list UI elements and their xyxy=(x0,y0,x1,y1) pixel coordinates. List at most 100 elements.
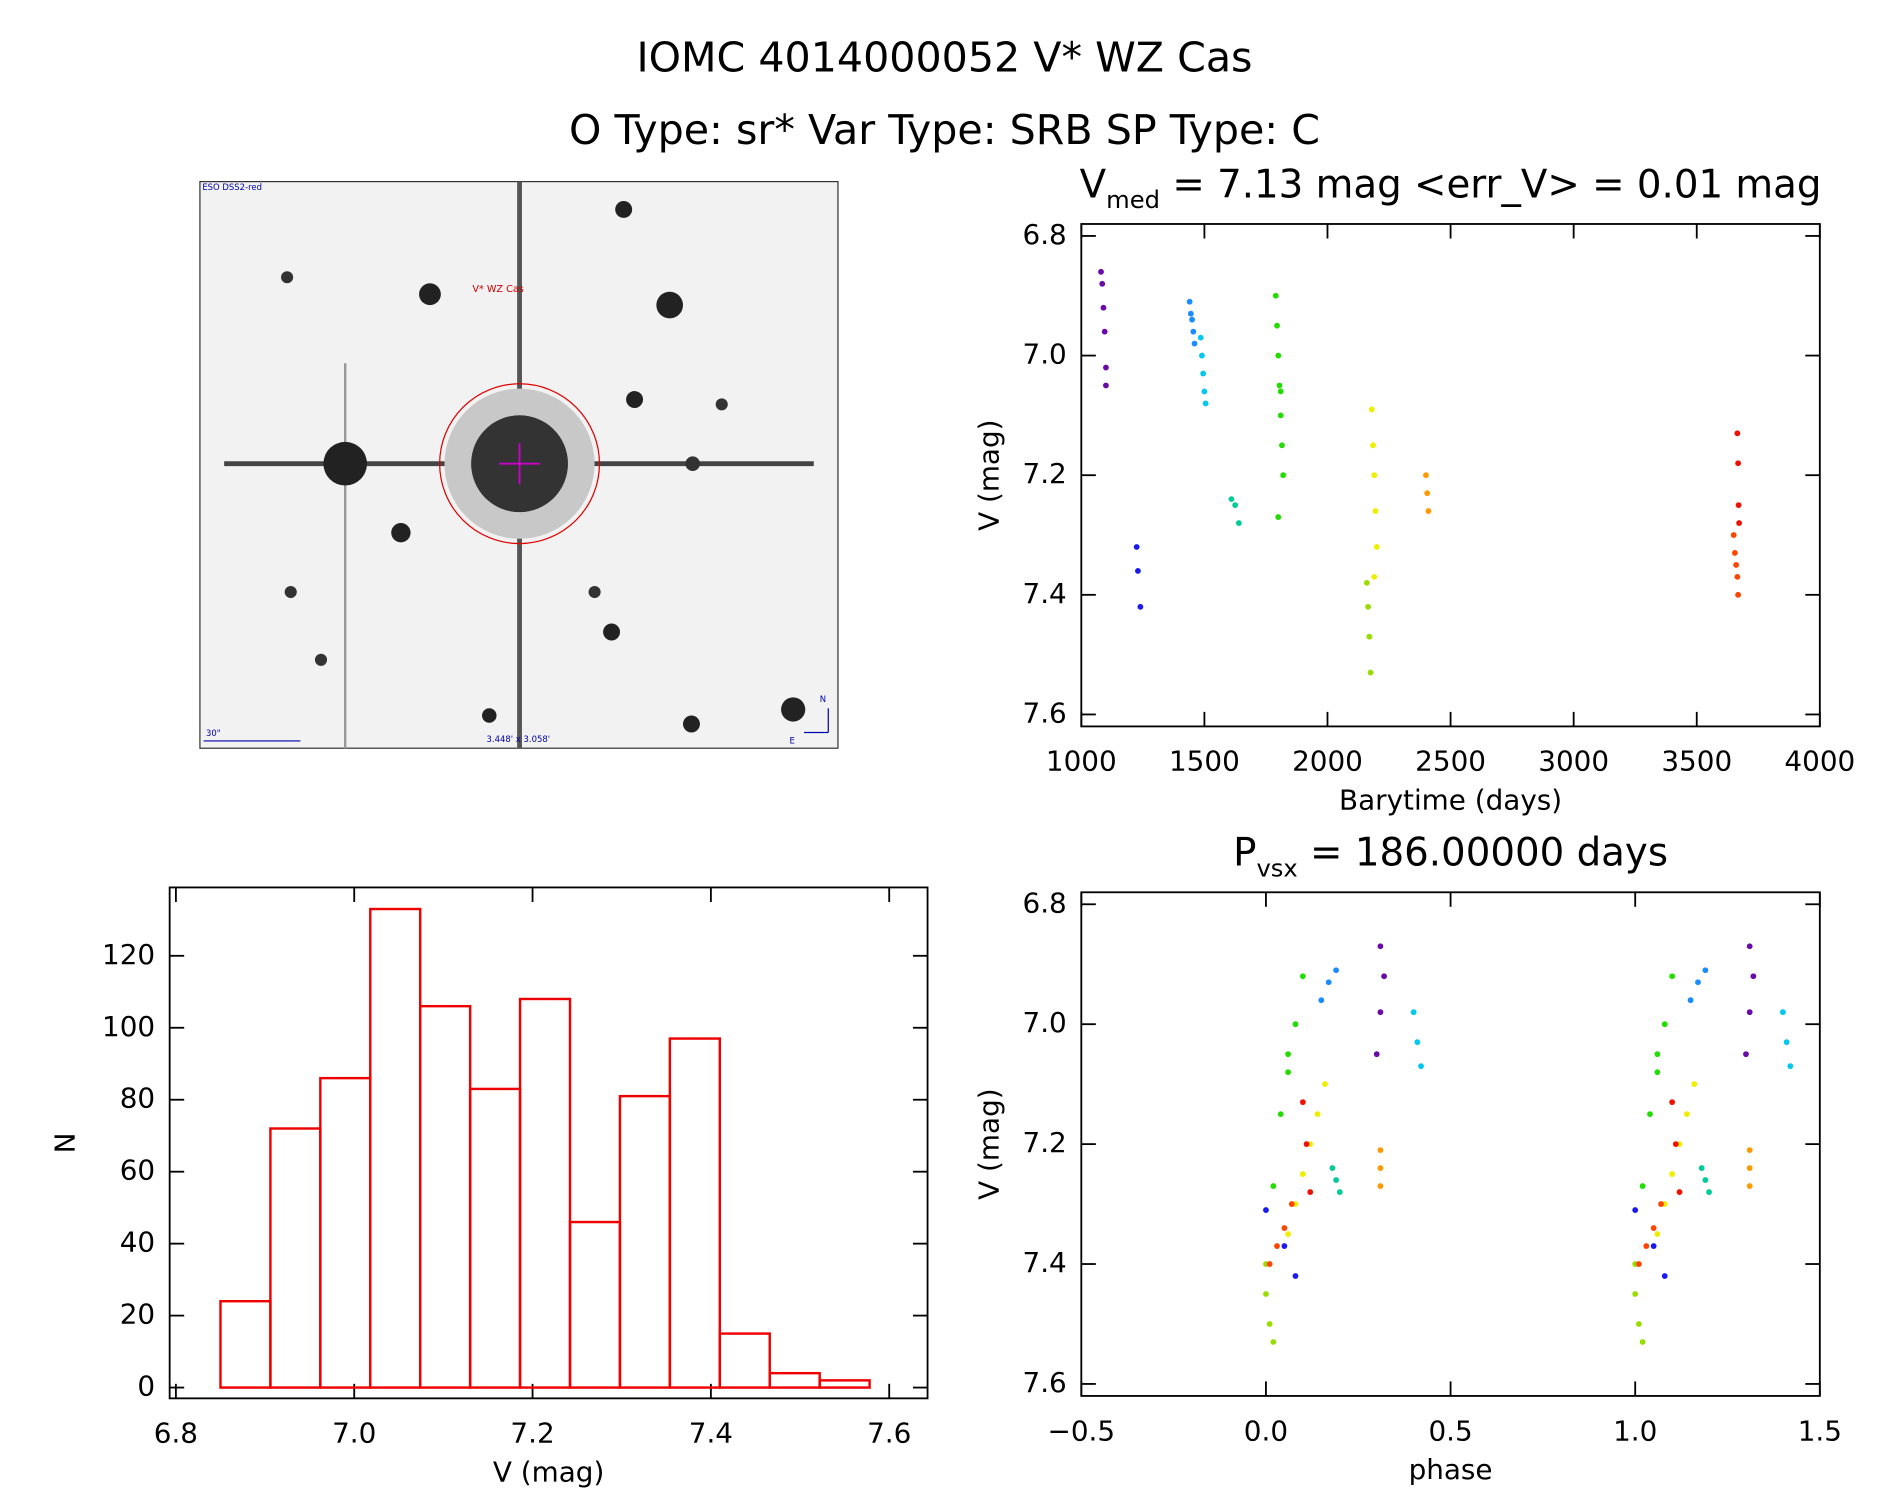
y-tick-label: 7.2 xyxy=(1023,457,1067,490)
point xyxy=(1329,1165,1336,1171)
y-tick-label: 7.0 xyxy=(1023,338,1067,371)
point xyxy=(1100,304,1107,311)
point xyxy=(1643,1243,1650,1249)
chart-title: Vmed = 7.13 mag <err_V> = 0.01 mag xyxy=(1080,162,1822,214)
point xyxy=(1639,1339,1646,1345)
y-tick-label: 80 xyxy=(120,1082,155,1115)
y-tick-label: 100 xyxy=(102,1010,155,1043)
x-tick-label: 1500 xyxy=(1169,745,1240,778)
point xyxy=(1275,514,1282,520)
point xyxy=(1322,1081,1328,1088)
point xyxy=(1307,1189,1314,1195)
point xyxy=(1418,1063,1424,1070)
point xyxy=(1228,496,1235,503)
x-tick-label: 2500 xyxy=(1415,745,1486,778)
plot-frame xyxy=(1080,891,1821,1397)
point xyxy=(1661,1021,1668,1028)
y-tick-label: 0 xyxy=(137,1370,155,1403)
scale-label: 30" xyxy=(206,728,221,738)
point xyxy=(1367,669,1374,676)
point xyxy=(1318,997,1325,1004)
histogram-bar xyxy=(269,1127,322,1389)
point xyxy=(1735,502,1742,509)
point xyxy=(1735,460,1742,467)
point xyxy=(1632,1207,1639,1213)
point xyxy=(1683,1111,1690,1118)
point xyxy=(1103,382,1109,389)
point xyxy=(1377,1183,1384,1189)
point xyxy=(1746,943,1753,950)
point xyxy=(1281,1225,1288,1231)
point xyxy=(1733,562,1740,568)
point xyxy=(1292,1273,1299,1279)
histogram-bar xyxy=(818,1379,871,1389)
point xyxy=(1325,979,1332,986)
point xyxy=(1787,1063,1794,1070)
point xyxy=(1736,520,1742,526)
chart-title-part: V xyxy=(1080,162,1107,207)
point xyxy=(1274,322,1280,329)
point xyxy=(1299,1171,1306,1177)
point xyxy=(1377,1147,1384,1154)
point xyxy=(1303,1141,1310,1148)
point xyxy=(1746,1165,1753,1171)
chart-title-part: med xyxy=(1106,186,1160,214)
point xyxy=(1639,1183,1646,1189)
target-label: V* WZ Cas xyxy=(472,284,524,295)
point xyxy=(1702,1177,1709,1183)
point xyxy=(1270,1183,1277,1189)
histogram-bar xyxy=(618,1094,672,1389)
point xyxy=(1658,1201,1664,1207)
point xyxy=(1299,1099,1306,1106)
x-axis-label: V (mag) xyxy=(493,1455,604,1488)
x-tick-label: 3500 xyxy=(1661,745,1732,778)
x-tick-label: 1.5 xyxy=(1798,1414,1842,1447)
point xyxy=(1650,1243,1657,1249)
point xyxy=(1687,997,1694,1004)
x-tick-label: 6.8 xyxy=(154,1417,198,1450)
point xyxy=(1299,973,1306,980)
chart-title-part: = 7.13 mag <err_V> = 0.01 mag xyxy=(1160,162,1821,207)
point xyxy=(1730,532,1737,538)
point xyxy=(1425,508,1432,514)
x-tick-label: 0.5 xyxy=(1428,1414,1472,1447)
point xyxy=(1285,1069,1292,1076)
y-tick-label: 20 xyxy=(120,1298,155,1331)
plot-frame xyxy=(168,886,929,1400)
point xyxy=(1702,967,1709,974)
point xyxy=(1274,1243,1280,1249)
x-tick-label: 7.2 xyxy=(510,1417,554,1450)
histogram-bar xyxy=(668,1037,722,1389)
y-tick-label: 40 xyxy=(120,1226,155,1259)
histogram-bar xyxy=(219,1299,272,1389)
point xyxy=(1266,1261,1273,1267)
x-tick-label: 7.6 xyxy=(867,1417,911,1450)
point xyxy=(1661,1273,1668,1279)
point xyxy=(1706,1189,1712,1195)
point xyxy=(1735,591,1742,598)
north-label: N xyxy=(820,694,826,704)
point xyxy=(1695,979,1701,986)
point xyxy=(1263,1207,1269,1213)
point xyxy=(1635,1321,1642,1327)
point xyxy=(1133,544,1140,550)
point xyxy=(1137,603,1144,610)
point xyxy=(1202,400,1209,407)
point xyxy=(1377,1165,1384,1171)
point xyxy=(1750,973,1757,980)
point xyxy=(1365,603,1372,610)
point xyxy=(1654,1051,1661,1058)
point xyxy=(1103,364,1109,371)
point xyxy=(1672,1141,1679,1148)
point xyxy=(1698,1165,1705,1171)
y-tick-label: 7.6 xyxy=(1023,696,1067,729)
y-tick-label: 60 xyxy=(120,1154,155,1187)
point xyxy=(1366,633,1373,640)
point xyxy=(1669,1171,1676,1177)
point xyxy=(1370,442,1376,449)
point xyxy=(1292,1021,1299,1028)
point xyxy=(1098,268,1104,275)
figure-subtitle: O Type: sr* Var Type: SRB SP Type: C xyxy=(569,106,1320,154)
y-tick-label: 7.4 xyxy=(1023,577,1067,610)
